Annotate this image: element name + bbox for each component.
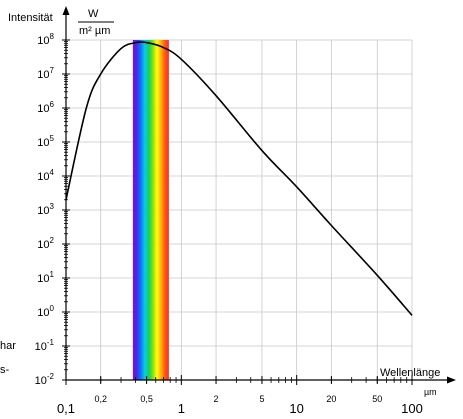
y-tick-label-exponent: 1: [50, 270, 55, 279]
y-tick-label-base: 10: [37, 205, 49, 217]
y-tick-label: 104: [37, 168, 54, 183]
x-tick-label: 20: [326, 394, 336, 404]
x-tick-label: 0,1: [57, 401, 75, 416]
spectrum-band-rect: [132, 40, 169, 380]
y-tick-label: 103: [37, 202, 54, 217]
y-tick-label-exponent: 8: [50, 32, 55, 41]
side-text-line-1: har: [0, 340, 16, 352]
y-tick-label-base: 10: [37, 239, 49, 251]
y-axis-arrow: [62, 6, 70, 15]
y-tick-label-exponent: 4: [50, 168, 55, 177]
visible-spectrum-band: [132, 40, 169, 380]
x-tick-label: 2: [214, 394, 219, 404]
x-axis-label: Wellenlänge: [380, 367, 440, 379]
y-tick-label: 10-2: [35, 372, 55, 387]
x-unit: µm: [424, 387, 437, 397]
y-tick-label-exponent: 3: [50, 202, 55, 211]
y-tick-label: 108: [37, 32, 54, 47]
y-tick-label-base: 10: [37, 273, 49, 285]
side-text-line-2: s-: [0, 364, 10, 376]
y-tick-label: 106: [37, 100, 54, 115]
x-tick-label: 0,2: [94, 394, 107, 404]
y-tick-label-base: 10: [37, 35, 49, 47]
y-tick-label: 100: [37, 304, 54, 319]
y-tick-label-exponent: 6: [50, 100, 55, 109]
y-tick-label-base: 10: [35, 375, 47, 387]
y-tick-label-exponent: 2: [50, 236, 55, 245]
y-tick-label-base: 10: [37, 137, 49, 149]
y-tick-label: 10-1: [35, 338, 55, 353]
x-tick-label: 50: [372, 394, 382, 404]
x-tick-label: 1: [178, 401, 185, 416]
y-tick-label-exponent: 5: [50, 134, 55, 143]
y-unit-denominator: m² µm: [79, 25, 110, 37]
y-tick-label: 105: [37, 134, 54, 149]
y-tick-label: 102: [37, 236, 54, 251]
y-tick-label-exponent: 7: [50, 66, 55, 75]
grid: [65, 39, 413, 381]
y-tick-label-base: 10: [35, 341, 47, 353]
y-tick-label-exponent: 0: [50, 304, 55, 313]
planck-curve-line: [65, 41, 413, 316]
x-tick-label: 100: [401, 401, 423, 416]
y-tick-label-base: 10: [37, 69, 49, 81]
axes: [62, 6, 456, 384]
y-tick-label-base: 10: [37, 171, 49, 183]
y-tick-label: 107: [37, 66, 54, 81]
y-tick-label-base: 10: [37, 103, 49, 115]
y-tick-label: 101: [37, 270, 54, 285]
x-tick-label: 5: [259, 394, 264, 404]
x-tick-label: 10: [289, 401, 303, 416]
x-tick-label: 0,5: [140, 394, 153, 404]
y-axis-label: Intensität: [8, 12, 53, 24]
x-ticks: 0,1 0,2 0,5 1 2 5 10 20 50 100: [57, 375, 423, 416]
curve-layer: [65, 41, 413, 316]
y-tick-label-base: 10: [37, 307, 49, 319]
y-unit-numerator: W: [88, 8, 99, 20]
y-tick-label-exponent: -2: [47, 372, 55, 381]
y-tick-label-exponent: -1: [47, 338, 55, 347]
x-axis-arrow: [447, 376, 456, 384]
